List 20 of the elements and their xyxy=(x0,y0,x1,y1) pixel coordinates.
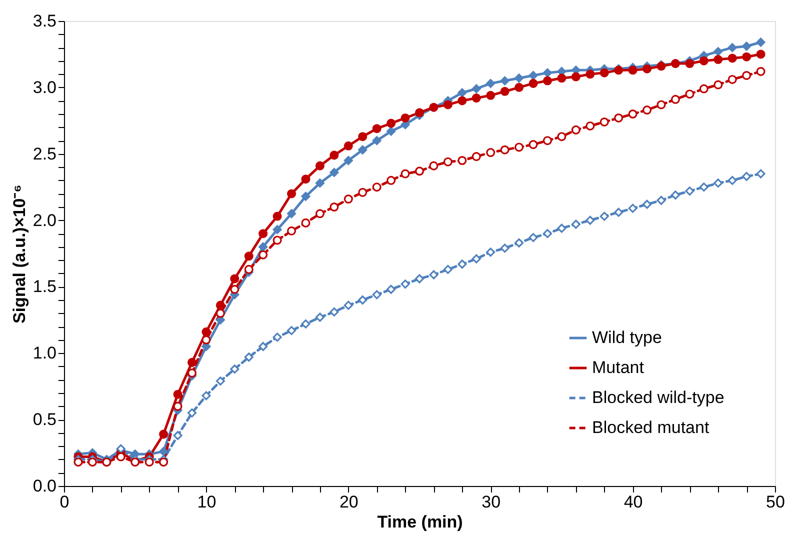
legend-label: Blocked mutant xyxy=(592,418,710,437)
x-tick-label: 40 xyxy=(624,492,643,512)
y-tick-label: 1.5 xyxy=(32,277,56,296)
y-tick-label: 2.5 xyxy=(32,144,56,164)
legend-label: Wild type xyxy=(592,328,662,347)
y-tick-label: 0.0 xyxy=(32,476,56,496)
legend-label: Blocked wild-type xyxy=(592,388,724,407)
x-tick-label: 0 xyxy=(60,492,70,512)
y-tick-label: 3.5 xyxy=(32,12,56,30)
y-tick-label: 0.5 xyxy=(32,410,56,430)
y-tick-label: 1.0 xyxy=(32,344,56,363)
x-axis-title: Time (min) xyxy=(377,512,463,532)
legend-label: Mutant xyxy=(592,358,644,377)
x-tick-label: 50 xyxy=(766,492,785,512)
x-tick-label: 30 xyxy=(482,492,501,512)
y-axis-title: Signal (a.u.)×10⁻⁶ xyxy=(10,184,29,324)
y-tick-label: 3.0 xyxy=(32,78,56,97)
x-tick-label: 20 xyxy=(339,492,358,512)
x-tick-label: 10 xyxy=(197,492,216,512)
y-tick-label: 2.0 xyxy=(32,210,56,230)
